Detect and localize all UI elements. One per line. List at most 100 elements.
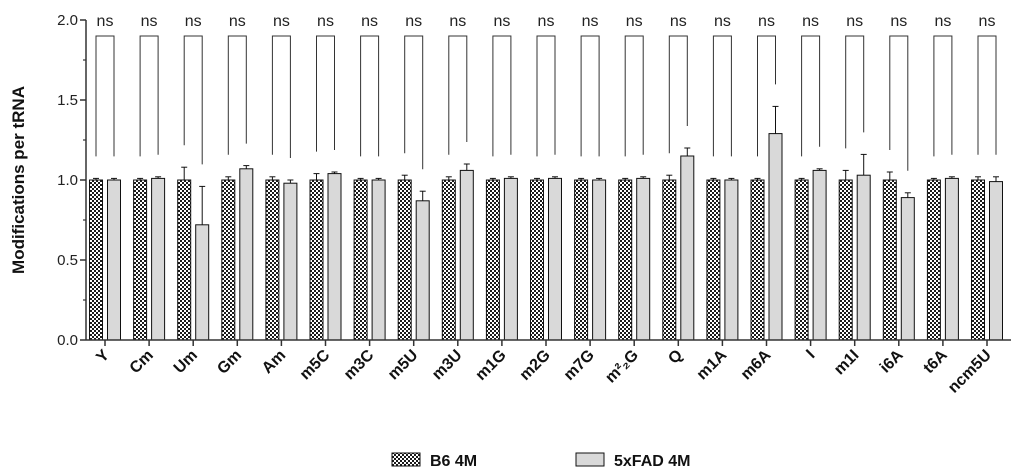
bar-5xfad-4m-m6a <box>768 133 783 341</box>
bar-b6-4m-um <box>177 179 192 341</box>
bar-5xfad-4m-q <box>680 155 695 341</box>
bar-b6-4m-m1a <box>706 179 721 341</box>
bracket-m1i <box>845 35 865 149</box>
bar-5xfad-4m-t6a <box>944 177 959 341</box>
x-tick-label-m3u: m3U <box>429 347 466 384</box>
x-tick-label-m1i: m1I <box>831 347 863 379</box>
bracket-m7g <box>580 35 600 157</box>
bracket-m1a <box>712 35 732 157</box>
significance-label-cm: ns <box>141 13 158 30</box>
x-tick-label-t6a: t6A <box>920 346 951 377</box>
y-tick-label: 1.0 <box>57 172 78 189</box>
significance-label-m1i: ns <box>846 13 863 30</box>
significance-label-m5c: ns <box>317 13 334 30</box>
bar-5xfad-4m-um <box>195 224 210 341</box>
bracket-m-g <box>624 35 644 157</box>
significance-label-m5u: ns <box>405 13 422 30</box>
x-tick-label-cm: Cm <box>127 347 157 377</box>
x-tick-label-ncm5u: ncm5U <box>945 347 995 397</box>
x-tick-label-m5c: m5C <box>297 346 334 383</box>
x-tick-label-m3c: m3C <box>341 346 378 383</box>
bracket-m1g <box>492 35 512 157</box>
bracket-m5u <box>404 35 424 170</box>
bar-5xfad-4m-m1a <box>724 179 739 341</box>
significance-label-m1a: ns <box>714 13 731 30</box>
bracket-m3u <box>448 35 468 155</box>
legend-label-b6-4m: B6 4M <box>430 453 477 470</box>
bar-5xfad-4m-m-g <box>636 177 651 341</box>
x-tick-label-q: Q <box>665 347 686 368</box>
bar-b6-4m-m1i <box>838 179 853 341</box>
bar-5xfad-4m-gm <box>239 168 254 341</box>
bar-b6-4m-m7g <box>574 179 589 341</box>
bar-5xfad-4m-cm <box>151 177 166 341</box>
bracket-q <box>668 35 688 154</box>
significance-label-ncm5u: ns <box>979 13 996 30</box>
x-tick-label-m1a: m1A <box>694 346 731 383</box>
bar-b6-4m-t6a <box>926 179 941 341</box>
x-tick-label-y: Y <box>93 347 113 367</box>
bracket-i6a <box>889 35 909 171</box>
bracket-i <box>801 35 821 157</box>
bracket-m3c <box>360 35 380 157</box>
y-tick-label: 1.5 <box>57 92 78 109</box>
bar-5xfad-4m-m5u <box>415 200 430 341</box>
x-tick-label-m2g: m2G <box>517 347 554 384</box>
x-tick-label-m6a: m6A <box>738 346 775 383</box>
legend-swatch-b6-4m <box>391 452 421 467</box>
significance-label-m7g: ns <box>582 13 599 30</box>
bracket-m6a <box>757 35 776 157</box>
bar-5xfad-4m-ncm5u <box>989 181 1003 341</box>
bar-5xfad-4m-m5c <box>327 173 342 341</box>
y-axis: 0.0 0.5 1.0 1.5 2.0 <box>57 12 87 349</box>
significance-label-m3c: ns <box>361 13 378 30</box>
bar-b6-4m-am <box>265 179 280 341</box>
significance-label-m1g: ns <box>493 13 510 30</box>
significance-label-i: ns <box>802 13 819 30</box>
bar-5xfad-4m-m1i <box>856 174 871 341</box>
significance-label-m-g: ns <box>626 13 643 30</box>
bar-5xfad-4m-m1g <box>503 177 518 341</box>
bar-b6-4m-m2g <box>530 179 544 341</box>
bar-b6-4m-m5u <box>397 179 412 341</box>
significance-label-q: ns <box>670 13 687 30</box>
x-tick-label-m5u: m5U <box>385 347 422 384</box>
bar-b6-4m-m-g <box>618 179 633 341</box>
bracket-cm <box>139 35 159 157</box>
bar-5xfad-4m-y <box>107 179 121 341</box>
y-axis-label: Modifications per tRNA <box>9 86 28 274</box>
x-tick-label-am: Am <box>259 347 289 377</box>
bar-5xfad-4m-m3u <box>459 169 474 341</box>
bracket-t6a <box>933 35 953 157</box>
bar-5xfad-4m-m2g <box>548 177 562 341</box>
bar-b6-4m-gm <box>221 179 236 341</box>
bar-5xfad-4m-am <box>283 182 298 341</box>
y-tick-label: 0.0 <box>57 332 78 349</box>
x-tick-label-i6a: i6A <box>877 346 907 376</box>
significance-label-am: ns <box>273 13 290 30</box>
bars-group <box>89 133 1003 341</box>
significance-label-m2g: ns <box>538 13 555 30</box>
bar-5xfad-4m-m3c <box>371 179 386 341</box>
bar-5xfad-4m-i6a <box>900 197 915 341</box>
bracket-y <box>95 35 115 157</box>
significance-brackets: ns ns ns ns ns ns ns ns ns ns ns ns ns ns ns ns ns ns ns ns… <box>95 13 997 171</box>
bar-b6-4m-i6a <box>882 179 897 341</box>
y-tick-label: 0.5 <box>57 252 78 269</box>
x-tick-label-m-g: m²₂G <box>602 347 642 387</box>
bar-b6-4m-m1g <box>485 179 500 341</box>
significance-label-um: ns <box>185 13 202 30</box>
x-tick-label-um: Um <box>171 347 201 377</box>
bracket-am <box>271 35 291 158</box>
x-tick-label-i: I <box>803 347 818 362</box>
x-tick-label-gm: Gm <box>214 347 245 378</box>
bar-b6-4m-q <box>662 179 677 341</box>
significance-label-m6a: ns <box>758 13 775 30</box>
bar-5xfad-4m-i <box>812 169 827 341</box>
significance-label-y: ns <box>97 13 114 30</box>
x-tick-label-m1g: m1G <box>473 347 510 384</box>
bracket-m5c <box>316 35 335 152</box>
error-bars-group <box>93 105 999 225</box>
